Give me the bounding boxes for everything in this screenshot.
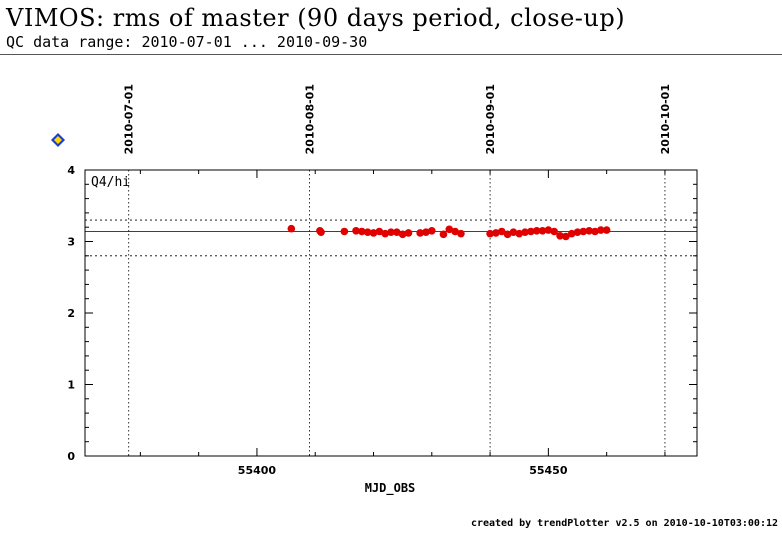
- data-point: [422, 228, 430, 237]
- date-marker-label: 2010-08-01: [303, 84, 316, 154]
- data-point: [287, 224, 296, 233]
- x-tick-label: 55400: [238, 464, 277, 477]
- y-tick-label: 4: [67, 164, 75, 177]
- data-point: [527, 227, 535, 236]
- reference-line-layer: [85, 219, 697, 257]
- chart-title: VIMOS: rms of master (90 days period, cl…: [6, 4, 626, 32]
- data-points: [287, 224, 611, 241]
- data-point: [486, 229, 494, 238]
- y-tick-label: 2: [67, 307, 75, 320]
- data-point: [602, 226, 611, 234]
- data-point: [492, 229, 500, 237]
- data-point: [556, 231, 564, 240]
- header-divider: [0, 54, 782, 55]
- data-point: [503, 230, 512, 239]
- data-point: [416, 229, 424, 237]
- data-point: [363, 228, 372, 237]
- y-tick-label: 0: [67, 450, 75, 463]
- data-point: [521, 228, 529, 237]
- data-point: [387, 228, 395, 237]
- data-point: [375, 227, 384, 236]
- data-point: [497, 227, 506, 236]
- data-point: [544, 226, 553, 234]
- data-point: [567, 229, 576, 238]
- data-point: [439, 230, 448, 239]
- plot-frame: [84, 169, 698, 457]
- date-marker-label: 2010-07-01: [123, 84, 136, 154]
- data-point: [381, 229, 389, 238]
- data-point: [340, 227, 349, 236]
- data-point: [457, 229, 465, 238]
- panel-label: Q4/hi: [91, 175, 130, 190]
- data-point: [591, 227, 599, 236]
- data-point: [369, 229, 378, 237]
- data-point: [358, 227, 366, 236]
- data-point: [509, 228, 518, 237]
- x-tick-label: 55450: [529, 464, 568, 477]
- data-point: [317, 228, 325, 237]
- data-point: [562, 232, 570, 241]
- data-point: [585, 226, 593, 235]
- data-point: [573, 228, 582, 237]
- data-point: [550, 227, 558, 236]
- y-tick-label: 1: [67, 379, 75, 392]
- data-point: [515, 229, 524, 238]
- data-point: [398, 230, 407, 239]
- x-axis-label: MJD_OBS: [365, 481, 416, 496]
- data-point: [393, 228, 401, 237]
- data-point: [538, 226, 547, 235]
- chart-subtitle: QC data range: 2010-07-01 ... 2010-09-30: [6, 33, 368, 51]
- data-point: [445, 225, 454, 234]
- y-tick-label: 3: [67, 236, 75, 249]
- data-point: [352, 226, 360, 235]
- data-point: [579, 227, 588, 236]
- date-marker-layer: 2010-07-01 2010-08-01 2010-09-01 2010-10-01: [123, 84, 672, 456]
- data-point: [428, 226, 436, 235]
- date-marker-label: 2010-10-01: [659, 84, 672, 154]
- data-point: [404, 229, 413, 237]
- data-point: [597, 226, 605, 234]
- date-marker-label: 2010-09-01: [484, 84, 497, 154]
- footer-credit: created by trendPlotter v2.5 on 2010-10-…: [470, 518, 778, 529]
- data-point: [532, 226, 541, 235]
- data-point: [451, 227, 459, 236]
- diamond-marker-icon: [51, 133, 65, 147]
- plot-border: [84, 169, 698, 457]
- axis-ticks: 0 1 2 3 4 55400 55450: [67, 164, 697, 477]
